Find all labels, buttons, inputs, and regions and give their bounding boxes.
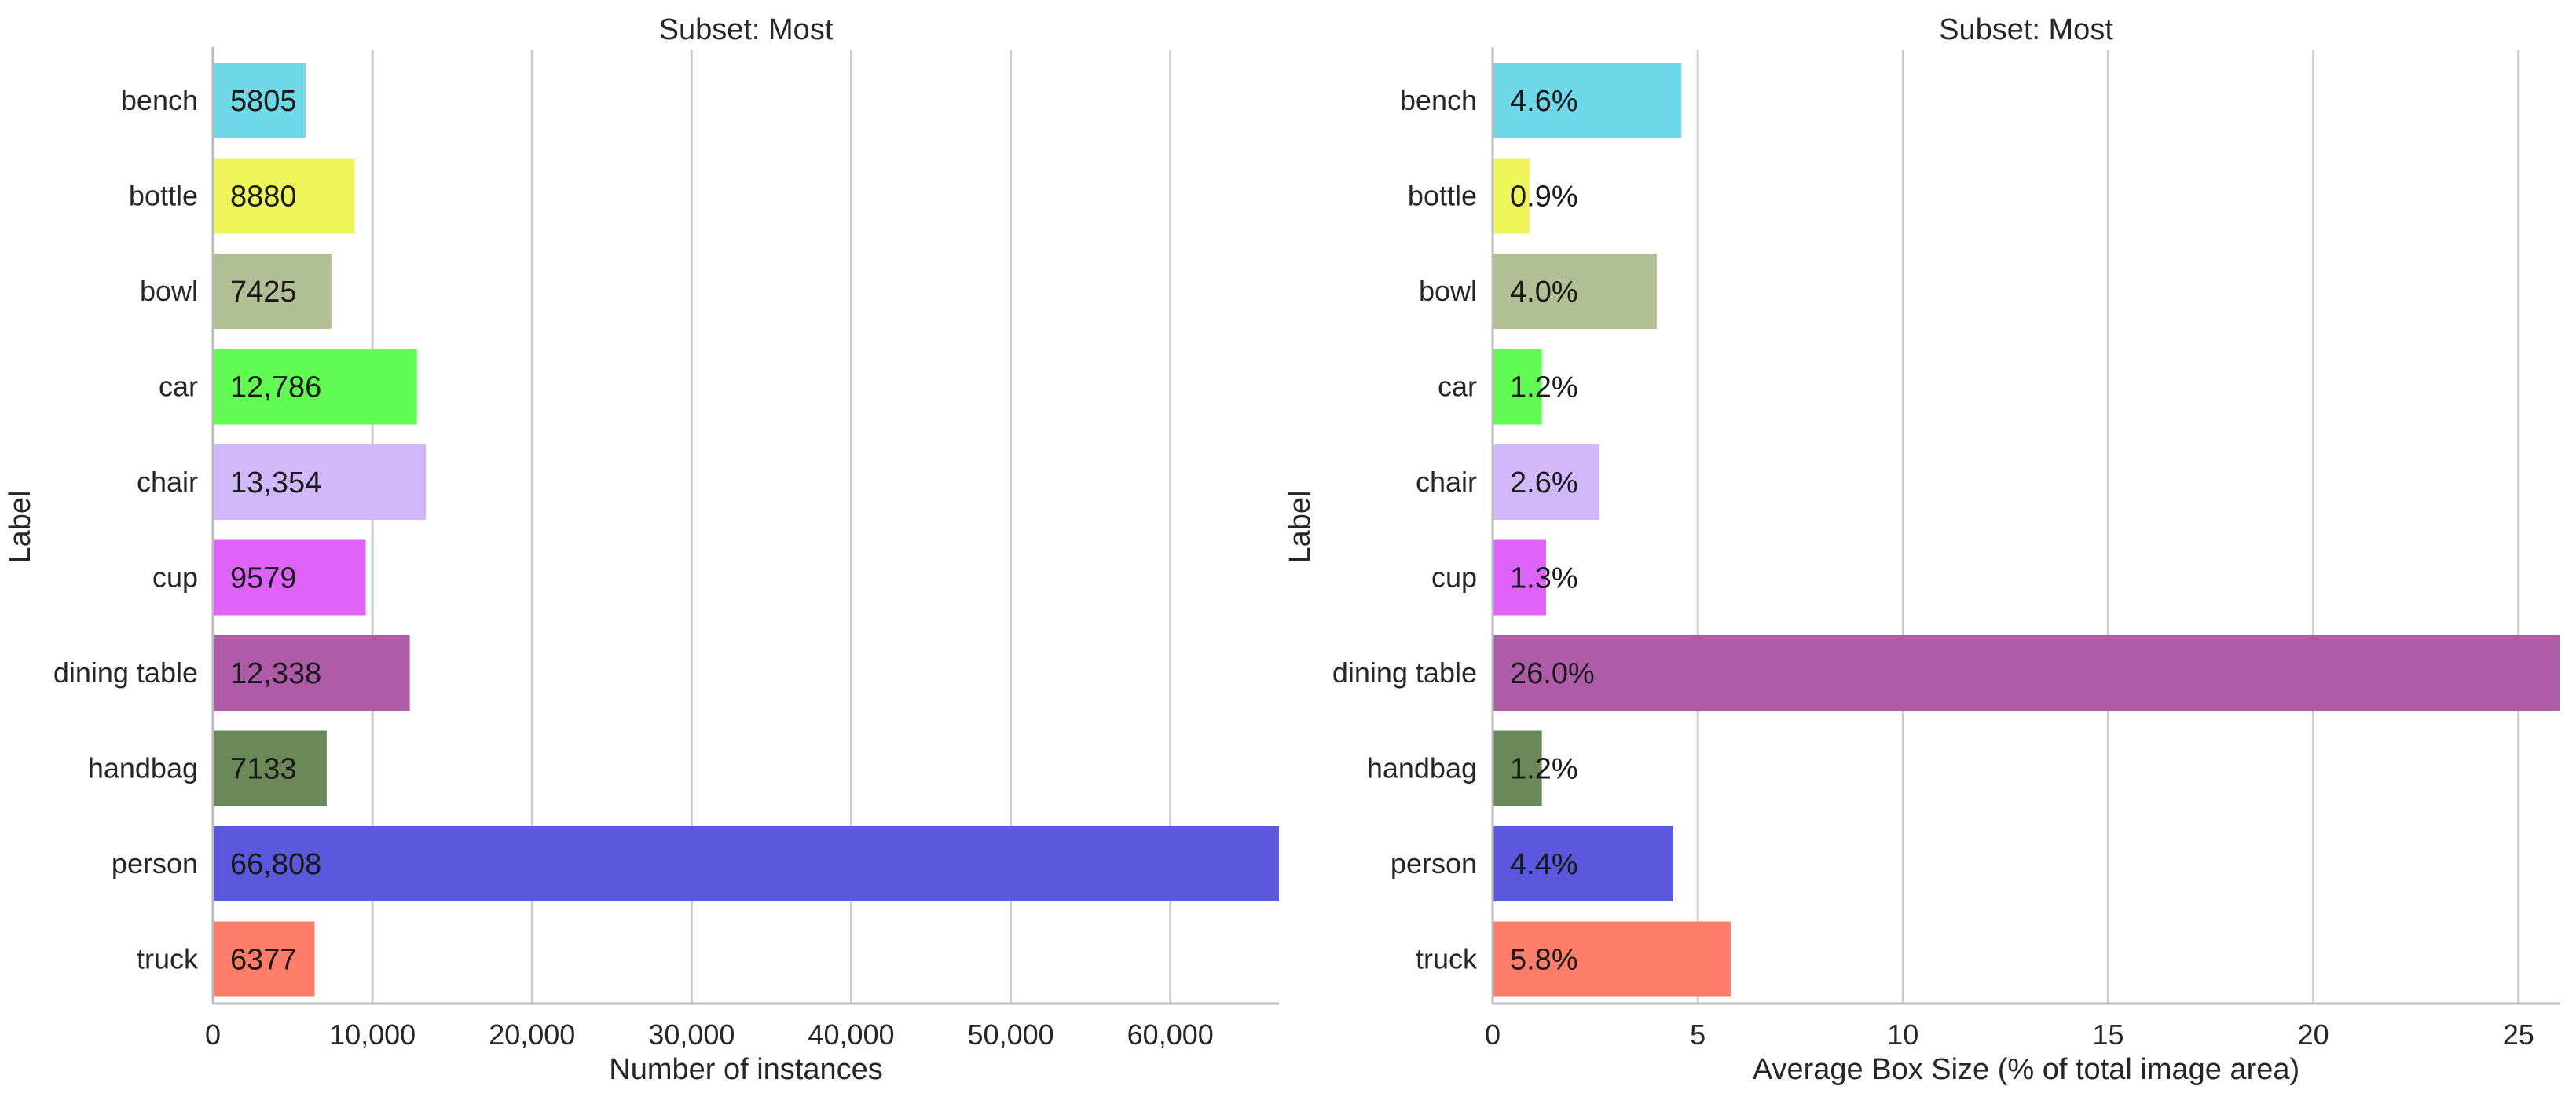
category-label: person — [112, 847, 198, 879]
bar — [1493, 158, 1530, 234]
chart-panel-1: 5805 bench 8880 bottle 7425 bowl 12,786 car 13,3… — [4, 13, 1279, 1086]
x-tick-label: 40,000 — [808, 1018, 894, 1051]
data-label: 9579 — [230, 562, 297, 595]
data-label: 5805 — [230, 85, 297, 118]
bar — [213, 349, 417, 425]
bar — [213, 635, 410, 711]
data-label: 7425 — [230, 276, 297, 309]
bar — [1493, 349, 1542, 425]
x-tick-label: 60,000 — [1127, 1018, 1214, 1051]
data-label: 4.4% — [1510, 848, 1578, 881]
data-label: 7133 — [230, 753, 297, 786]
bar — [213, 539, 366, 616]
category-label: bowl — [1419, 275, 1477, 307]
bar — [213, 826, 1279, 901]
chart-title: Subset: Most — [659, 13, 834, 46]
category-label: cup — [152, 561, 198, 594]
category-label: car — [1438, 371, 1477, 403]
data-label: 8880 — [230, 181, 297, 214]
x-tick-label: 20,000 — [489, 1018, 575, 1051]
category-label: bottle — [1408, 180, 1477, 212]
data-label: 66,808 — [230, 848, 321, 881]
bar — [1493, 635, 2560, 711]
bar — [1493, 254, 1657, 329]
category-label: handbag — [88, 752, 198, 784]
x-tick-label: 10,000 — [329, 1018, 416, 1051]
x-tick-label: 50,000 — [968, 1018, 1054, 1051]
category-label: car — [159, 371, 198, 403]
x-tick-label: 15 — [2092, 1018, 2123, 1051]
category-label: chair — [1416, 466, 1477, 498]
data-label: 2.6% — [1510, 466, 1578, 499]
bar — [1493, 921, 1731, 997]
y-axis-label: Label — [4, 491, 37, 564]
data-label: 1.2% — [1510, 753, 1578, 786]
data-label: 6377 — [230, 944, 297, 977]
category-label: truck — [1416, 943, 1478, 975]
x-tick-label: 5 — [1690, 1018, 1706, 1051]
category-label: dining table — [1332, 656, 1477, 689]
bar — [1493, 730, 1542, 806]
data-label: 5.8% — [1510, 944, 1578, 977]
category-label: person — [1391, 847, 1477, 879]
bar — [213, 730, 327, 806]
category-label: bench — [121, 84, 198, 116]
y-axis-label: Label — [1284, 491, 1317, 564]
bar — [1493, 539, 1546, 616]
bar — [213, 444, 427, 520]
category-label: truck — [137, 943, 199, 975]
x-tick-label: 30,000 — [648, 1018, 735, 1051]
x-tick-label: 20 — [2298, 1018, 2329, 1051]
category-label: bench — [1400, 84, 1477, 116]
x-tick-label: 0 — [1485, 1018, 1501, 1051]
data-label: 1.2% — [1510, 371, 1578, 404]
x-axis-label: Average Box Size (% of total image area) — [1753, 1053, 2299, 1086]
bar — [213, 63, 306, 138]
bar — [213, 158, 355, 234]
x-tick-label: 10 — [1887, 1018, 1918, 1051]
category-label: handbag — [1367, 752, 1477, 784]
data-label: 1.3% — [1510, 562, 1578, 595]
data-label: 0.9% — [1510, 181, 1578, 214]
x-axis-label: Number of instances — [609, 1053, 883, 1086]
data-label: 4.0% — [1510, 276, 1578, 309]
bar — [1493, 63, 1682, 138]
category-label: bottle — [129, 180, 198, 212]
bar — [1493, 826, 1673, 901]
category-label: dining table — [53, 656, 198, 689]
chart-title: Subset: Most — [1939, 13, 2113, 46]
category-label: bowl — [140, 275, 198, 307]
category-label: cup — [1431, 561, 1477, 594]
x-tick-label: 0 — [205, 1018, 221, 1051]
data-label: 13,354 — [230, 466, 321, 499]
bar — [213, 254, 332, 329]
data-label: 4.6% — [1510, 85, 1578, 118]
bar — [1493, 444, 1599, 520]
bar — [213, 921, 315, 997]
data-label: 12,338 — [230, 657, 321, 690]
data-label: 26.0% — [1510, 657, 1595, 690]
x-tick-label: 25 — [2503, 1018, 2534, 1051]
category-label: chair — [137, 466, 198, 498]
data-label: 12,786 — [230, 371, 321, 404]
chart-panel-2: 4.6% bench 0.9% bottle 4.0% bowl 1.2% car 2.6% ch… — [1284, 13, 2560, 1086]
